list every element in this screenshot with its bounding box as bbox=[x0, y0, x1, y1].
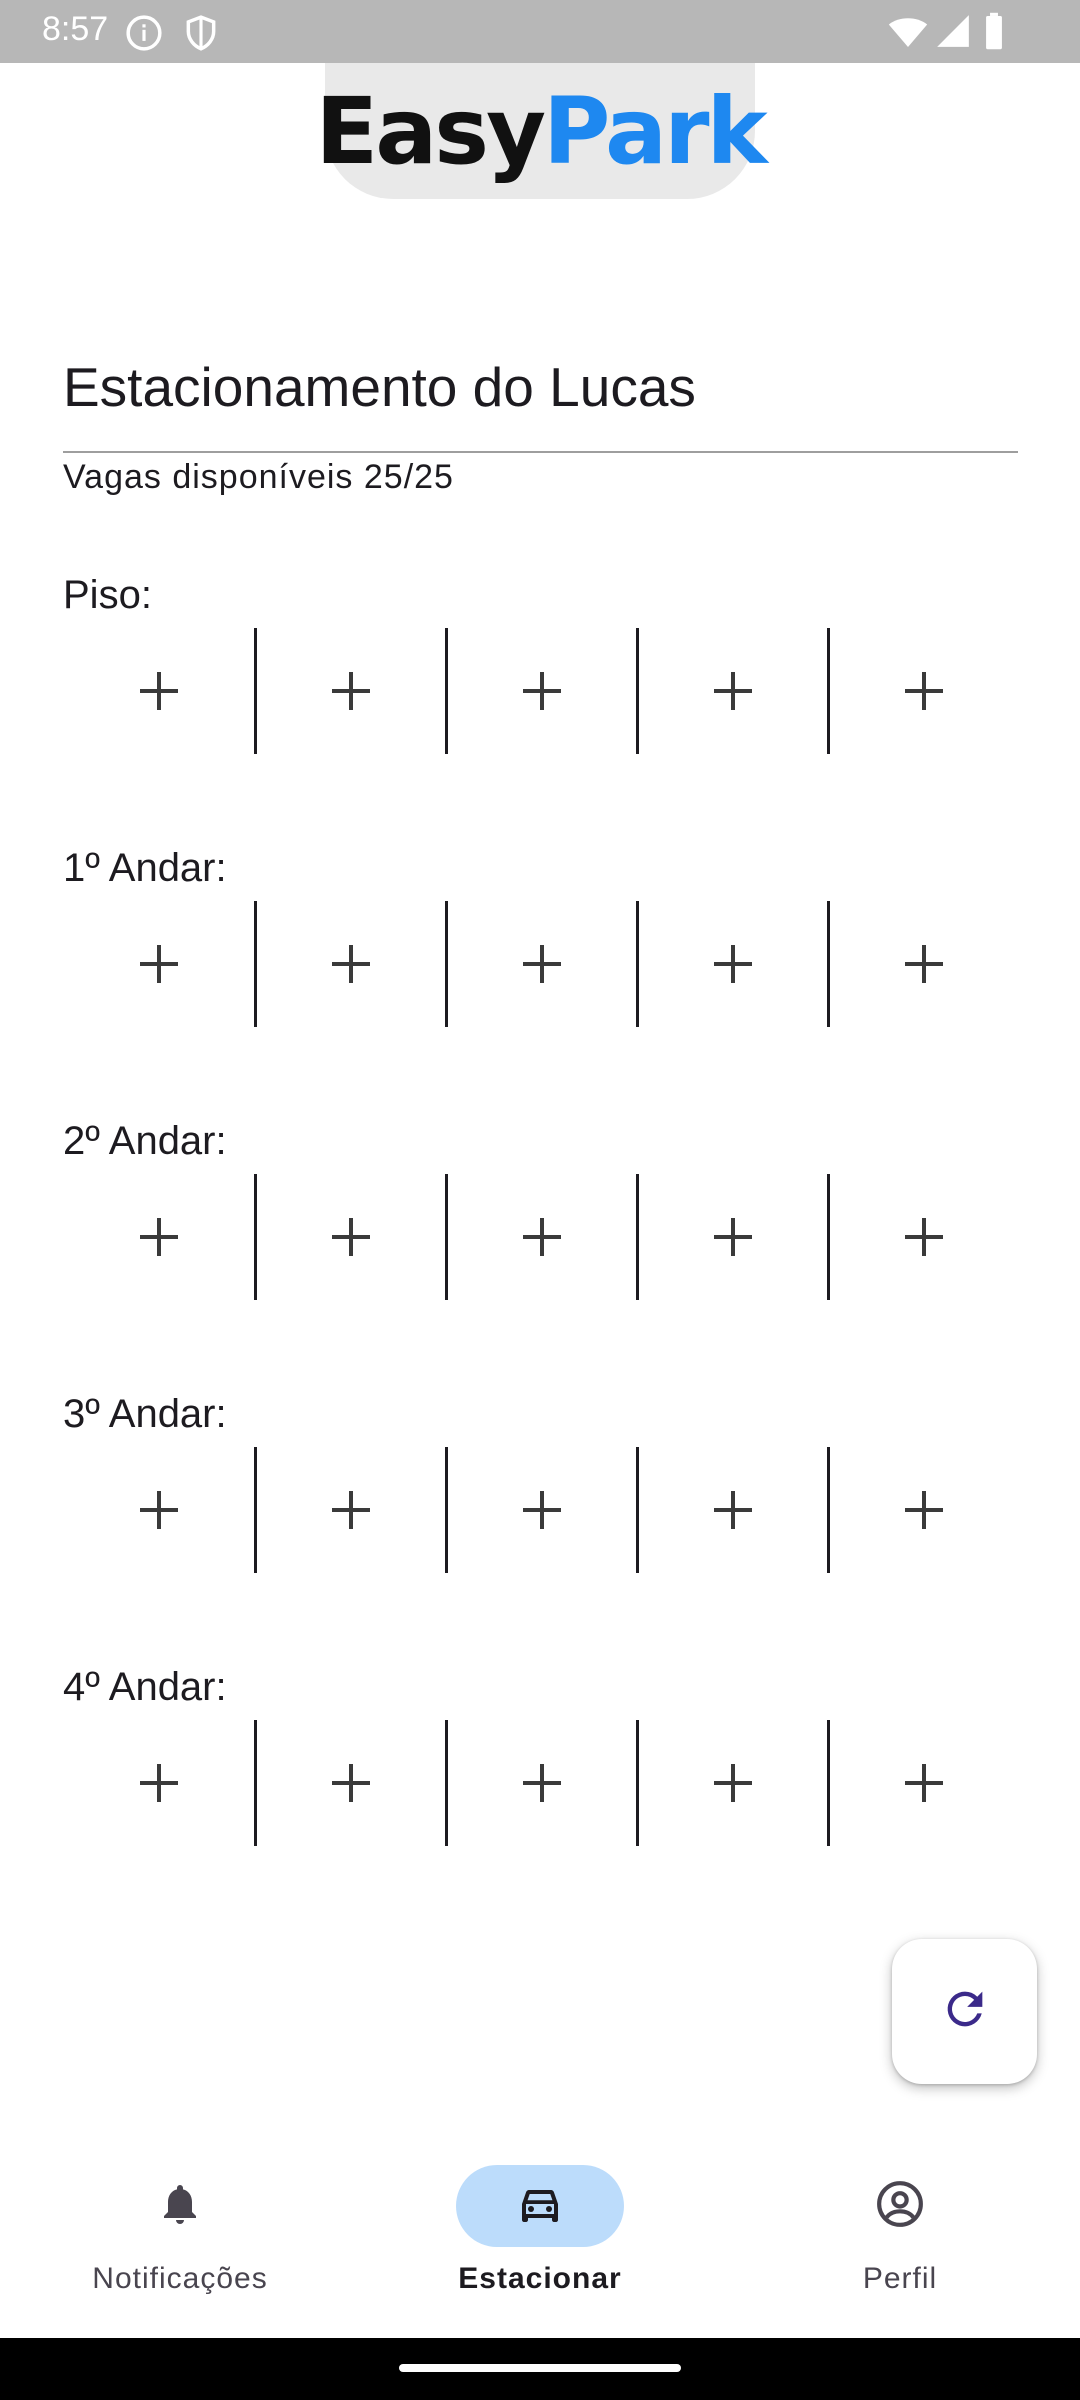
plus-icon bbox=[523, 945, 561, 983]
title-divider bbox=[63, 451, 1018, 453]
plus-icon bbox=[332, 672, 370, 710]
nav-pill bbox=[96, 2165, 264, 2247]
plus-icon bbox=[714, 672, 752, 710]
parking-slot-add-button[interactable] bbox=[63, 628, 254, 754]
parking-slot-add-button[interactable] bbox=[827, 901, 1018, 1027]
parking-slot-add-button[interactable] bbox=[63, 1174, 254, 1300]
plus-icon bbox=[714, 945, 752, 983]
nav-label-perfil: Perfil bbox=[862, 2262, 938, 2295]
parking-slots-row bbox=[63, 628, 1018, 754]
parking-slot-add-button[interactable] bbox=[63, 1720, 254, 1846]
parking-title: Estacionamento do Lucas bbox=[63, 356, 696, 418]
plus-icon bbox=[523, 1218, 561, 1256]
bottom-navigation: Notificações Estacionar Perfil bbox=[0, 2120, 1080, 2338]
parking-slot-add-button[interactable] bbox=[827, 1720, 1018, 1846]
plus-icon bbox=[905, 1764, 943, 1802]
account-circle-icon bbox=[875, 2179, 925, 2234]
plus-icon bbox=[714, 1218, 752, 1256]
parking-slot-add-button[interactable] bbox=[445, 628, 636, 754]
plus-icon bbox=[905, 1218, 943, 1256]
floor-label: 1º Andar: bbox=[63, 846, 227, 890]
logo-park-text: Park bbox=[543, 77, 768, 185]
floor-label: 3º Andar: bbox=[63, 1392, 227, 1436]
availability-text: Vagas disponíveis 25/25 bbox=[63, 458, 454, 496]
plus-icon bbox=[905, 945, 943, 983]
parking-slots-row bbox=[63, 1174, 1018, 1300]
parking-slot-add-button[interactable] bbox=[63, 1447, 254, 1573]
plus-icon bbox=[523, 1764, 561, 1802]
parking-slot-add-button[interactable] bbox=[254, 1174, 445, 1300]
plus-icon bbox=[714, 1764, 752, 1802]
parking-slot-add-button[interactable] bbox=[254, 1720, 445, 1846]
nav-pill-active bbox=[456, 2165, 624, 2247]
plus-icon bbox=[139, 672, 178, 710]
parking-slot-add-button[interactable] bbox=[636, 628, 827, 754]
nav-item-estacionar[interactable]: Estacionar bbox=[360, 2120, 720, 2338]
gesture-handle[interactable] bbox=[399, 2364, 681, 2372]
parking-slot-add-button[interactable] bbox=[827, 1447, 1018, 1573]
plus-icon bbox=[905, 672, 943, 710]
plus-icon bbox=[139, 1218, 178, 1256]
shield-icon bbox=[182, 14, 220, 57]
system-gesture-bar bbox=[0, 2338, 1080, 2400]
floor-label: 4º Andar: bbox=[63, 1665, 227, 1709]
parking-slots-row bbox=[63, 1447, 1018, 1573]
battery-icon bbox=[982, 12, 1006, 55]
plus-icon bbox=[332, 1764, 370, 1802]
plus-icon bbox=[332, 1491, 370, 1529]
plus-icon bbox=[139, 1764, 178, 1802]
plus-icon bbox=[139, 945, 178, 983]
parking-slot-add-button[interactable] bbox=[636, 901, 827, 1027]
parking-slot-add-button[interactable] bbox=[254, 901, 445, 1027]
floor-label: Piso: bbox=[63, 573, 152, 617]
plus-icon bbox=[139, 1491, 178, 1529]
status-time: 8:57 bbox=[42, 10, 109, 48]
parking-slot-add-button[interactable] bbox=[445, 901, 636, 1027]
plus-icon bbox=[714, 1491, 752, 1529]
nav-label-notificacoes: Notificações bbox=[92, 2262, 268, 2295]
parking-slot-add-button[interactable] bbox=[827, 628, 1018, 754]
plus-icon bbox=[523, 672, 561, 710]
parking-slot-add-button[interactable] bbox=[445, 1447, 636, 1573]
nav-label-estacionar: Estacionar bbox=[458, 2262, 622, 2295]
signal-icon bbox=[934, 12, 972, 55]
parking-slot-add-button[interactable] bbox=[445, 1720, 636, 1846]
nav-pill bbox=[816, 2165, 984, 2247]
bell-icon bbox=[156, 2180, 204, 2233]
wifi-icon bbox=[888, 12, 928, 57]
parking-slot-add-button[interactable] bbox=[63, 901, 254, 1027]
status-bar: 8:57 bbox=[0, 0, 1080, 63]
refresh-button[interactable] bbox=[892, 1939, 1037, 2084]
parking-slot-add-button[interactable] bbox=[636, 1447, 827, 1573]
plus-icon bbox=[905, 1491, 943, 1529]
refresh-icon bbox=[939, 1983, 991, 2040]
parking-slot-add-button[interactable] bbox=[254, 628, 445, 754]
parking-slots-row bbox=[63, 1720, 1018, 1846]
nav-item-perfil[interactable]: Perfil bbox=[720, 2120, 1080, 2338]
plus-icon bbox=[332, 1218, 370, 1256]
info-icon bbox=[125, 14, 163, 57]
parking-slot-add-button[interactable] bbox=[636, 1174, 827, 1300]
parking-slot-add-button[interactable] bbox=[254, 1447, 445, 1573]
parking-slots-row bbox=[63, 901, 1018, 1027]
parking-slot-add-button[interactable] bbox=[636, 1720, 827, 1846]
plus-icon bbox=[332, 945, 370, 983]
parking-slot-add-button[interactable] bbox=[827, 1174, 1018, 1300]
plus-icon bbox=[523, 1491, 561, 1529]
parking-slot-add-button[interactable] bbox=[445, 1174, 636, 1300]
logo-easy-text: Easy bbox=[315, 77, 546, 185]
floor-label: 2º Andar: bbox=[63, 1119, 227, 1163]
car-icon bbox=[516, 2180, 564, 2233]
nav-item-notificacoes[interactable]: Notificações bbox=[0, 2120, 360, 2338]
easypark-logo: Easy Park bbox=[315, 63, 768, 199]
